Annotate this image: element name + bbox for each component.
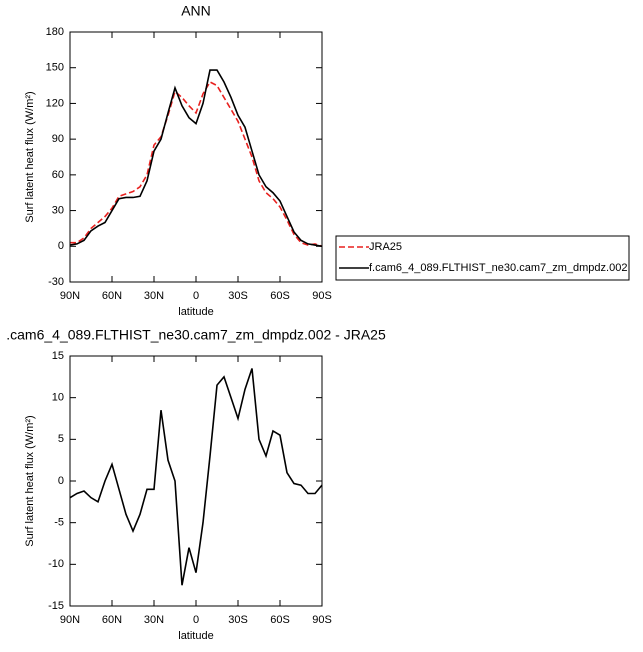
y-tick-label: 120: [46, 97, 64, 109]
y-tick-label: 180: [46, 26, 64, 38]
y-axis-label: Surf latent heat flux (W/m²): [24, 415, 36, 546]
plot-frame: [69, 31, 323, 283]
x-tick-label: 30S: [228, 290, 248, 302]
x-tick-label: 60N: [102, 614, 122, 626]
x-tick-label: 0: [193, 614, 199, 626]
legend-box: [335, 235, 630, 281]
plot-frame: [69, 355, 323, 607]
x-tick-label: 60N: [102, 290, 122, 302]
y-tick-label: 5: [58, 433, 64, 445]
x-tick-label: 30N: [144, 614, 164, 626]
y-tick-label: 10: [52, 392, 64, 404]
y-tick-label: -15: [48, 600, 64, 612]
x-tick-label: 60S: [270, 290, 290, 302]
x-tick-label: 90N: [60, 290, 80, 302]
x-axis-label: latitude: [178, 630, 213, 642]
data-line: [69, 69, 323, 248]
data-line: [69, 368, 323, 586]
y-tick-label: 60: [52, 169, 64, 181]
x-tick-label: 30N: [144, 290, 164, 302]
x-tick-label: 90N: [60, 614, 80, 626]
legend-label: f.cam6_4_089.FLTHIST_ne30.cam7_zm_dmpdz.…: [369, 262, 627, 274]
y-tick-label: 90: [52, 133, 64, 145]
y-tick-label: -5: [54, 517, 64, 529]
y-axis-label: Surf latent heat flux (W/m²): [24, 91, 36, 222]
chart-title: .cam6_4_089.FLTHIST_ne30.cam7_zm_dmpdz.0…: [6, 327, 386, 343]
x-tick-label: 90S: [312, 290, 332, 302]
y-tick-label: 0: [58, 240, 64, 252]
y-tick-label: 30: [52, 204, 64, 216]
chart-title: ANN: [181, 3, 211, 19]
x-tick-label: 0: [193, 290, 199, 302]
y-tick-label: -30: [48, 276, 64, 288]
y-tick-label: 150: [46, 62, 64, 74]
y-tick-label: -10: [48, 558, 64, 570]
y-tick-label: 0: [58, 475, 64, 487]
x-tick-label: 60S: [270, 614, 290, 626]
x-axis-label: latitude: [178, 306, 213, 318]
x-tick-label: 90S: [312, 614, 332, 626]
y-tick-label: 15: [52, 350, 64, 362]
data-line: [70, 80, 323, 248]
legend-label: JRA25: [369, 241, 402, 253]
x-tick-label: 30S: [228, 614, 248, 626]
